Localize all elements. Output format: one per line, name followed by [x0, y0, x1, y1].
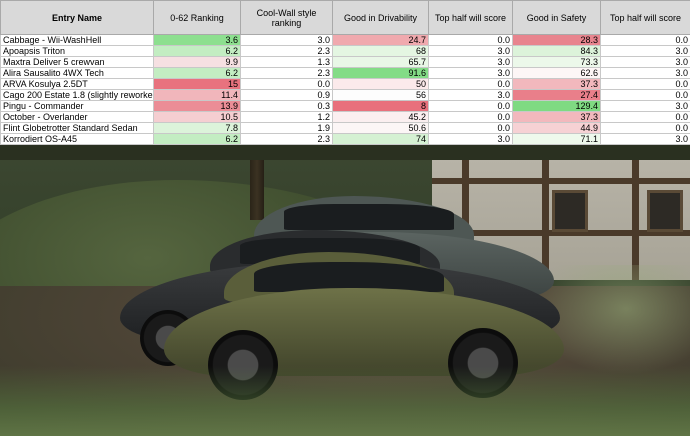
top-half-cell-2[interactable]: 3.0: [600, 45, 690, 57]
top-half-cell[interactable]: 3.0: [428, 89, 513, 101]
safety-cell[interactable]: 37.3: [512, 78, 601, 90]
entry-name-cell[interactable]: Cago 200 Estate 1.8 (slightly reworked): [0, 89, 154, 101]
top-half-cell-2[interactable]: 0.0: [600, 111, 690, 123]
entry-name-cell[interactable]: Apoapsis Triton: [0, 45, 154, 57]
top-half-cell[interactable]: 0.0: [428, 100, 513, 112]
top-half-cell[interactable]: 0.0: [428, 34, 513, 46]
cool-wall-cell[interactable]: 0.3: [240, 100, 333, 112]
forest-scene-image: [0, 160, 690, 436]
table-row: Flint Globetrotter Standard Sedan 7.8 1.9 5…: [0, 122, 690, 134]
header-entry-name[interactable]: Entry Name: [0, 0, 154, 35]
ranking-0-62-cell[interactable]: 3.6: [153, 34, 241, 46]
cool-wall-cell[interactable]: 2.3: [240, 67, 333, 79]
cool-wall-cell[interactable]: 1.3: [240, 56, 333, 68]
entry-name-cell[interactable]: ARVA Kosulya 2.5DT: [0, 78, 154, 90]
top-half-cell[interactable]: 0.0: [428, 111, 513, 123]
entry-name-cell[interactable]: Alira Sausalito 4WX Tech: [0, 67, 154, 79]
top-half-cell-2[interactable]: 0.0: [600, 78, 690, 90]
top-half-cell-2[interactable]: 0.0: [600, 122, 690, 134]
drivability-cell[interactable]: 50.6: [332, 122, 429, 134]
header-cool-wall-ranking[interactable]: Cool-Wall style ranking: [240, 0, 333, 35]
car-olive-sedan: [164, 252, 564, 402]
safety-cell[interactable]: 71.1: [512, 133, 601, 145]
cool-wall-cell[interactable]: 0.9: [240, 89, 333, 101]
table-row: ARVA Kosulya 2.5DT 15 0.0 50 0.0 37.3 0.0: [0, 78, 690, 90]
drivability-cell[interactable]: 56: [332, 89, 429, 101]
tree-trunk: [250, 160, 264, 220]
header-good-in-drivability[interactable]: Good in Drivability: [332, 0, 429, 35]
grass-foreground: [0, 366, 690, 436]
ranking-table: Entry Name 0-62 Ranking Cool-Wall style …: [0, 0, 690, 145]
top-half-cell[interactable]: 0.0: [428, 78, 513, 90]
cool-wall-cell[interactable]: 2.3: [240, 45, 333, 57]
ranking-0-62-cell[interactable]: 6.2: [153, 45, 241, 57]
entry-name-cell[interactable]: Korrodiert OS-A45: [0, 133, 154, 145]
top-half-cell[interactable]: 0.0: [428, 122, 513, 134]
ranking-0-62-cell[interactable]: 6.2: [153, 133, 241, 145]
ranking-0-62-cell[interactable]: 9.9: [153, 56, 241, 68]
entry-name-cell[interactable]: Flint Globetrotter Standard Sedan: [0, 122, 154, 134]
table-row: Cago 200 Estate 1.8 (slightly reworked) 1…: [0, 89, 690, 101]
safety-cell[interactable]: 84.3: [512, 45, 601, 57]
drivability-cell[interactable]: 45.2: [332, 111, 429, 123]
entry-name-cell[interactable]: Cabbage - Wii-WashHell: [0, 34, 154, 46]
cool-wall-cell[interactable]: 0.0: [240, 78, 333, 90]
cool-wall-cell[interactable]: 1.9: [240, 122, 333, 134]
ranking-0-62-cell[interactable]: 15: [153, 78, 241, 90]
ranking-0-62-cell[interactable]: 13.9: [153, 100, 241, 112]
top-half-cell-2[interactable]: 0.0: [600, 89, 690, 101]
safety-cell[interactable]: 27.4: [512, 89, 601, 101]
safety-cell[interactable]: 129.4: [512, 100, 601, 112]
table-row: October - Overlander 10.5 1.2 45.2 0.0 37.3 0.…: [0, 111, 690, 123]
top-half-cell-2[interactable]: 3.0: [600, 100, 690, 112]
entry-name-cell[interactable]: Pingu - Commander: [0, 100, 154, 112]
top-half-cell-2[interactable]: 3.0: [600, 133, 690, 145]
safety-cell[interactable]: 28.3: [512, 34, 601, 46]
table-row: Cabbage - Wii-WashHell 3.6 3.0 24.7 0.0 28.3 0…: [0, 34, 690, 46]
drivability-cell[interactable]: 74: [332, 133, 429, 145]
drivability-cell[interactable]: 50: [332, 78, 429, 90]
drivability-cell[interactable]: 68: [332, 45, 429, 57]
top-half-cell[interactable]: 3.0: [428, 133, 513, 145]
header-good-in-safety[interactable]: Good in Safety: [512, 0, 601, 35]
table-row: Korrodiert OS-A45 6.2 2.3 74 3.0 71.1 3.0: [0, 133, 690, 145]
ranking-0-62-cell[interactable]: 10.5: [153, 111, 241, 123]
ranking-0-62-cell[interactable]: 7.8: [153, 122, 241, 134]
cool-wall-cell[interactable]: 1.2: [240, 111, 333, 123]
ranking-0-62-cell[interactable]: 6.2: [153, 67, 241, 79]
table-row: Pingu - Commander 13.9 0.3 8 0.0 129.4 3.0: [0, 100, 690, 112]
drivability-cell[interactable]: 24.7: [332, 34, 429, 46]
header-row: Entry Name 0-62 Ranking Cool-Wall style …: [0, 0, 690, 35]
ranking-0-62-cell[interactable]: 11.4: [153, 89, 241, 101]
table-row: Apoapsis Triton 6.2 2.3 68 3.0 84.3 3.0: [0, 45, 690, 57]
safety-cell[interactable]: 44.9: [512, 122, 601, 134]
top-half-cell[interactable]: 3.0: [428, 67, 513, 79]
drivability-cell[interactable]: 91.6: [332, 67, 429, 79]
header-top-half-score[interactable]: Top half will score: [428, 0, 513, 35]
safety-cell[interactable]: 37.3: [512, 111, 601, 123]
table-row: Maxtra Deliver 5 crewvan 9.9 1.3 65.7 3.0 73.…: [0, 56, 690, 68]
cool-wall-cell[interactable]: 3.0: [240, 34, 333, 46]
entry-name-cell[interactable]: Maxtra Deliver 5 crewvan: [0, 56, 154, 68]
safety-cell[interactable]: 62.6: [512, 67, 601, 79]
drivability-cell[interactable]: 65.7: [332, 56, 429, 68]
top-half-cell[interactable]: 3.0: [428, 45, 513, 57]
cool-wall-cell[interactable]: 2.3: [240, 133, 333, 145]
header-0-62-ranking[interactable]: 0-62 Ranking: [153, 0, 241, 35]
top-half-cell-2[interactable]: 3.0: [600, 56, 690, 68]
table-row: Alira Sausalito 4WX Tech 6.2 2.3 91.6 3.0 62.…: [0, 67, 690, 79]
top-half-cell-2[interactable]: 3.0: [600, 67, 690, 79]
header-top-half-score-2[interactable]: Top half will score: [600, 0, 690, 35]
drivability-cell[interactable]: 8: [332, 100, 429, 112]
top-half-cell[interactable]: 3.0: [428, 56, 513, 68]
top-half-cell-2[interactable]: 0.0: [600, 34, 690, 46]
entry-name-cell[interactable]: October - Overlander: [0, 111, 154, 123]
safety-cell[interactable]: 73.3: [512, 56, 601, 68]
